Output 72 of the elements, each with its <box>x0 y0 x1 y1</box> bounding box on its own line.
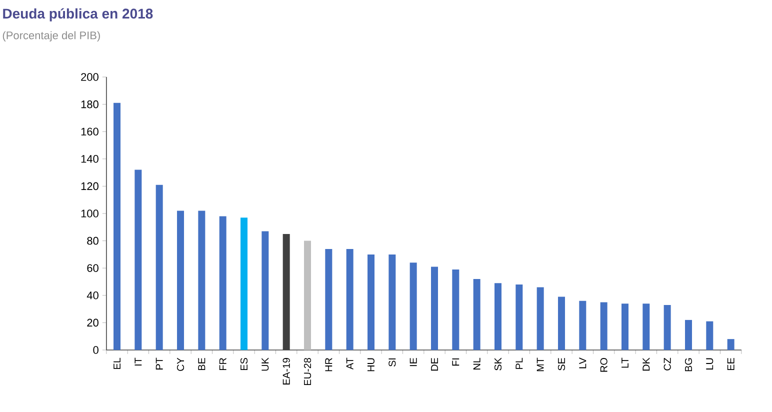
bar <box>177 210 184 350</box>
bar <box>473 279 480 350</box>
bar <box>558 296 565 350</box>
x-tick-label: EA-19 <box>282 358 290 384</box>
bar <box>536 287 544 350</box>
bar <box>706 321 714 350</box>
y-tick-label: 180 <box>81 100 98 108</box>
y-tick-label: 60 <box>87 264 98 272</box>
y-tick-label: 40 <box>86 292 98 300</box>
x-tick-label: BE <box>198 358 206 370</box>
x-tick-label: ES <box>240 358 248 370</box>
bar <box>621 304 628 350</box>
x-tick-label: RO <box>600 358 608 372</box>
bar <box>600 302 608 350</box>
x-tick-label: IE <box>410 358 417 366</box>
bar <box>579 300 586 350</box>
x-tick-label: LV <box>579 358 586 368</box>
x-tick-label: DE <box>431 358 438 371</box>
x-tick-label: FI <box>452 358 460 366</box>
y-tick-label: 140 <box>81 155 98 163</box>
bar <box>346 248 354 350</box>
bar <box>516 284 523 350</box>
x-tick-label: AT <box>346 358 354 370</box>
bar <box>431 266 438 350</box>
bar <box>134 170 142 350</box>
x-tick-label: LT <box>622 358 628 368</box>
x-tick-label: PT <box>156 358 163 370</box>
x-tick-label: HU <box>368 358 374 372</box>
x-tick-label: EE <box>727 358 734 370</box>
x-tick-label: MT <box>536 358 544 372</box>
bar <box>240 218 248 350</box>
x-tick-label: FR <box>219 358 226 370</box>
x-tick-label: SK <box>494 358 502 370</box>
bar <box>664 304 671 350</box>
y-tick-label: 100 <box>81 210 98 218</box>
bar <box>198 210 206 350</box>
bar <box>304 240 311 350</box>
bar <box>494 283 502 350</box>
y-tick-label: 20 <box>87 318 98 327</box>
x-tick-label: CZ <box>664 358 671 370</box>
bar <box>262 231 269 350</box>
bar <box>156 184 163 350</box>
x-tick-label: NL <box>473 358 480 370</box>
bar <box>219 216 226 350</box>
x-tick-label: DK <box>642 358 650 371</box>
x-tick-label: PL <box>516 358 523 369</box>
y-tick-label: 200 <box>81 73 98 81</box>
x-tick-label: LU <box>706 358 714 370</box>
x-tick-label: SI <box>388 358 396 367</box>
x-tick-label: CY <box>176 358 184 371</box>
x-tick-label: UK <box>262 358 269 371</box>
chart-subtitle: (Porcentaje del PIB) <box>2 31 100 42</box>
y-tick-label: 160 <box>81 128 98 136</box>
y-tick-label: 120 <box>81 182 98 190</box>
y-tick-label: 80 <box>87 236 98 245</box>
bar <box>642 304 650 350</box>
chart-title: Deuda pública en 2018 <box>3 8 153 22</box>
bar <box>325 248 332 350</box>
x-tick-label: SE <box>558 358 566 370</box>
x-tick-label: BG <box>684 358 692 372</box>
x-tick-label: HR <box>325 358 332 372</box>
bar <box>368 254 375 350</box>
x-tick-label: IT <box>134 358 142 366</box>
bar <box>388 254 396 350</box>
bar <box>684 320 692 350</box>
bar <box>452 269 460 350</box>
x-tick-label: EU-28 <box>304 358 312 386</box>
bar <box>114 102 121 350</box>
bar <box>410 262 417 350</box>
x-tick-label: EL <box>114 358 120 369</box>
bar <box>727 339 734 350</box>
y-tick-label: 0 <box>93 346 98 354</box>
